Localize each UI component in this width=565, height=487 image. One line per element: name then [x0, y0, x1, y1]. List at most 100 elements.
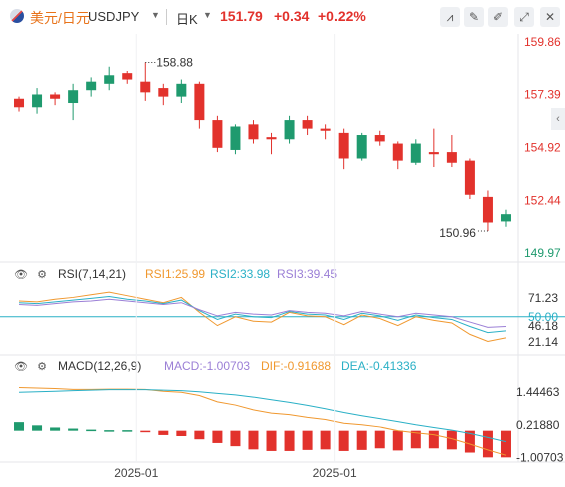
macd-bar: [428, 430, 439, 449]
macd-value: MACD:-1.00703: [164, 359, 251, 373]
price-tick-label: 159.86: [524, 35, 561, 49]
macd-bar: [194, 430, 205, 440]
period-selector[interactable]: 日K: [176, 12, 198, 27]
macd-bar: [176, 430, 187, 436]
candle-body: [14, 98, 25, 108]
period-dropdown-icon[interactable]: ▼: [203, 10, 212, 20]
price-tick-label: 149.97: [524, 246, 561, 260]
side-panel-toggle[interactable]: ‹: [551, 108, 565, 130]
candle-body: [212, 120, 223, 148]
candle-body: [266, 137, 277, 140]
candle-body: [284, 120, 295, 140]
date-tick-label: 2025-01: [313, 466, 357, 480]
macd-bar: [464, 430, 475, 453]
rsi-settings-icon[interactable]: ⚙: [37, 269, 47, 281]
candle-body: [230, 126, 241, 150]
hide-rsi-icon[interactable]: 👁: [14, 269, 28, 281]
candle-body: [86, 81, 97, 91]
currency-flag-icon: [10, 9, 24, 23]
candle-body: [68, 90, 79, 104]
rsi-tick-label: 21.14: [528, 335, 558, 349]
macd-tick-label: 0.21880: [516, 418, 560, 432]
date-tick-label: 2025-01: [114, 466, 158, 480]
dea-value: DEA:-0.41336: [341, 359, 417, 373]
rsi-line-3: [18, 298, 507, 328]
candle-body: [500, 214, 511, 222]
macd-bar: [302, 430, 313, 450]
macd-bar: [266, 430, 277, 451]
macd-bar: [140, 430, 151, 433]
rsi1-value: RSI1:25.99: [145, 267, 206, 281]
macd-bar: [122, 430, 133, 432]
edit-icon[interactable]: ✐: [488, 7, 508, 27]
high-price-label: 158.88: [156, 55, 193, 69]
macd-bar: [500, 430, 511, 458]
last-price: 151.79: [220, 8, 263, 24]
candle-body: [464, 160, 475, 195]
chart-header: 美元/日元 USDJPY ▼ 日K ▼ 151.79 +0.34 +0.22% …: [0, 0, 565, 34]
macd-bar: [392, 430, 403, 451]
candle-body: [410, 143, 421, 163]
macd-bar: [32, 425, 43, 431]
macd-indicator-name[interactable]: MACD(12,26,9): [58, 359, 142, 373]
price-change-pct: +0.22%: [318, 8, 366, 24]
candle-body: [32, 94, 43, 108]
candle-body: [158, 88, 169, 97]
hide-macd-icon[interactable]: 👁: [14, 361, 28, 373]
price-tick-label: 157.39: [524, 88, 561, 102]
rsi-indicator-name[interactable]: RSI(7,14,21): [58, 267, 127, 281]
candle-body: [428, 152, 439, 155]
macd-bar: [50, 427, 61, 431]
macd-bar: [374, 430, 385, 449]
macd-bar: [86, 429, 97, 432]
close-icon[interactable]: ✕: [540, 7, 560, 27]
symbol-dropdown-icon[interactable]: ▼: [151, 10, 160, 20]
rsi3-value: RSI3:39.45: [277, 267, 338, 281]
macd-bar: [446, 430, 457, 450]
candle-body: [392, 143, 403, 161]
candle-body: [248, 124, 259, 140]
draw-icon[interactable]: ✎: [464, 7, 484, 27]
candle-body: [446, 152, 457, 163]
candle-body: [356, 135, 367, 159]
macd-bar: [320, 430, 331, 450]
macd-tick-label: 1.44463: [516, 385, 560, 399]
macd-settings-icon[interactable]: ⚙: [37, 361, 47, 373]
rsi2-value: RSI2:33.98: [210, 267, 271, 281]
candle-body: [338, 132, 349, 159]
dea-line: [19, 389, 507, 443]
macd-bar: [482, 430, 493, 458]
price-change: +0.34: [274, 8, 310, 24]
macd-bar: [248, 430, 259, 450]
candle-body: [320, 128, 331, 131]
rsi-tick-label: 71.23: [528, 291, 558, 305]
chart-icon[interactable]: ⩘: [440, 7, 460, 27]
macd-bar: [338, 430, 349, 451]
candle-body: [302, 120, 313, 129]
price-tick-label: 152.44: [524, 193, 561, 207]
macd-bar: [104, 430, 115, 432]
candle-body: [104, 75, 115, 84]
price-tick-label: 154.92: [524, 140, 561, 154]
low-price-label: 150.96: [439, 226, 476, 240]
macd-bar: [68, 428, 79, 431]
macd-tick-label: -1.00703: [516, 451, 564, 465]
macd-bar: [158, 430, 169, 435]
candle-body: [50, 94, 61, 99]
macd-bar: [356, 430, 367, 450]
macd-bar: [230, 430, 241, 447]
symbol-name-cn[interactable]: 美元/日元: [30, 10, 90, 26]
header-divider: [166, 9, 167, 25]
symbol-name-en[interactable]: USDJPY: [88, 9, 140, 24]
candle-body: [140, 81, 151, 93]
macd-bar: [212, 430, 223, 443]
candle-body: [482, 196, 493, 223]
fullscreen-icon[interactable]: ⤢: [514, 7, 534, 27]
dif-value: DIF:-0.91688: [261, 359, 332, 373]
macd-bar: [284, 430, 295, 451]
macd-bar: [14, 422, 25, 431]
dif-line: [19, 386, 507, 456]
candle-body: [176, 83, 187, 97]
rsi-line-1: [18, 291, 507, 342]
